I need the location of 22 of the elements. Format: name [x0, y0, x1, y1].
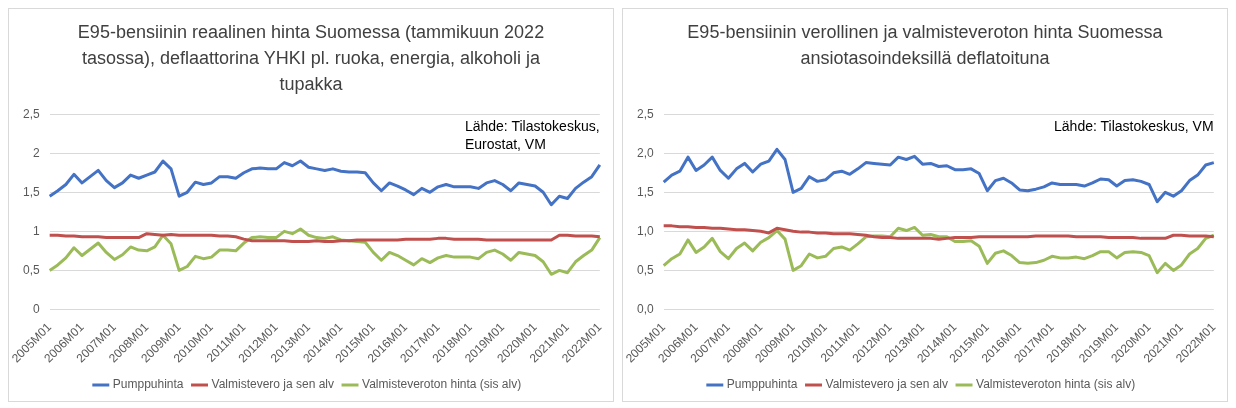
legend-label: Valmistevero ja sen alv	[211, 377, 335, 392]
y-tick-label: 1	[32, 223, 40, 238]
y-tick-label: 2,5	[22, 106, 40, 121]
legend-label: Pumppuhinta	[726, 377, 798, 392]
annotation: Lähde: Tilastokeskus, Eurostat, VM	[464, 118, 600, 153]
legend-label: Valmisteveroton hinta (sis alv)	[976, 377, 1136, 392]
y-tick-label: 2	[32, 145, 40, 160]
chart-title: E95-bensiinin reaalinen hinta Suomessa (tammikuun 2022 tasossa), deflaattorina YHKI pl. ruoka, energia, alkoholi ja tupakka	[76, 21, 546, 96]
chart-title: E95-bensiinin verollinen ja valmisteveroton hinta Suomessa ansiotasoindeksillä deflatoituna	[686, 21, 1164, 70]
y-tick-label: 1,5	[22, 184, 40, 199]
y-tick-label: 0,5	[22, 262, 40, 277]
annotation: Lähde: Tilastokeskus, VM	[1054, 118, 1214, 135]
y-tick-label: 0	[32, 301, 40, 316]
y-tick-label: 1,0	[636, 223, 654, 238]
legend-label: Valmistevero ja sen alv	[825, 377, 949, 392]
y-tick-label: 2,0	[636, 145, 654, 160]
legend-label: Pumppuhinta	[112, 377, 184, 392]
y-tick-label: 0,5	[636, 262, 654, 277]
y-tick-label: 0,0	[636, 301, 654, 316]
legend-label: Valmisteveroton hinta (sis alv)	[362, 377, 522, 392]
y-tick-label: 2,5	[636, 106, 654, 121]
y-tick-label: 1,5	[636, 184, 654, 199]
